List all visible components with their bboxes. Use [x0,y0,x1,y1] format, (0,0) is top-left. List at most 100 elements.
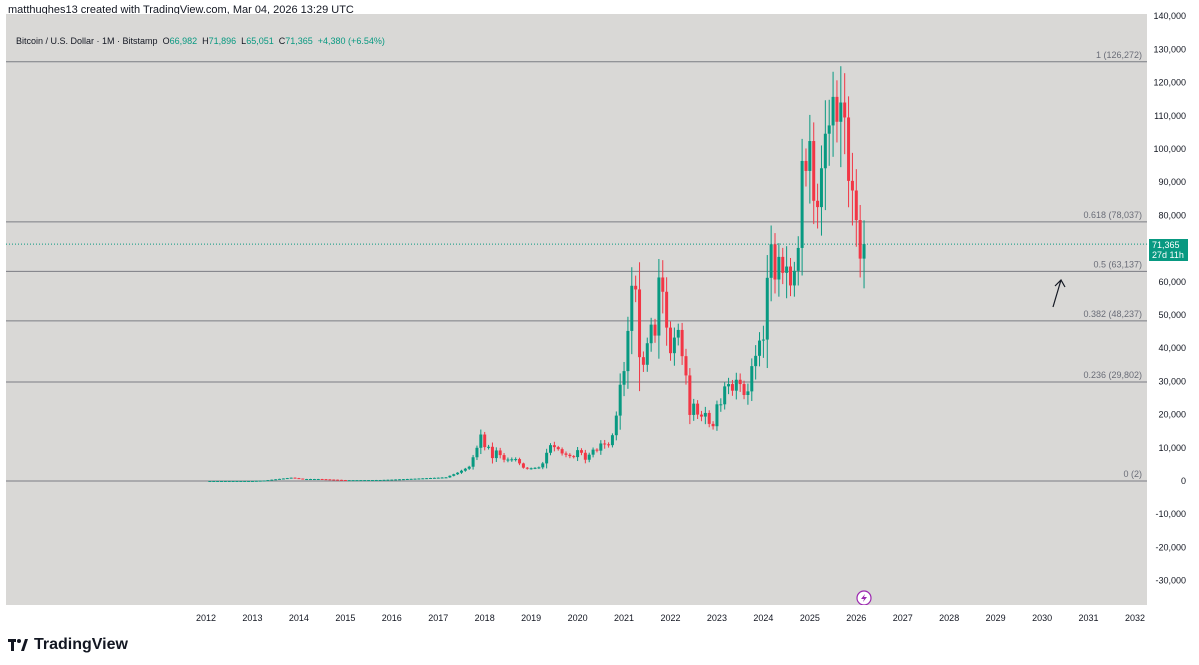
candle[interactable] [266,480,270,482]
candle[interactable] [638,262,642,392]
candle[interactable] [328,479,332,481]
candle[interactable] [301,478,305,480]
candle[interactable] [239,480,243,482]
candle[interactable] [212,480,216,482]
candle[interactable] [425,478,429,480]
candle[interactable] [804,148,808,187]
candle[interactable] [479,429,483,455]
candle[interactable] [510,457,514,462]
candle[interactable] [761,325,765,358]
candle[interactable] [723,382,727,410]
candle[interactable] [378,479,382,482]
candle[interactable] [336,479,340,481]
candle[interactable] [819,145,823,236]
candle[interactable] [367,480,371,482]
candle[interactable] [858,204,862,278]
candle[interactable] [436,477,440,479]
candle[interactable] [750,358,754,402]
candle[interactable] [572,455,576,459]
candle[interactable] [347,480,351,482]
candle[interactable] [274,479,278,481]
candle[interactable] [448,475,452,478]
candle[interactable] [850,152,854,226]
candle[interactable] [758,332,762,367]
candle[interactable] [452,473,456,477]
candle[interactable] [603,439,607,449]
candle[interactable] [521,462,525,469]
candle[interactable] [444,477,448,479]
candle[interactable] [730,379,734,396]
candle[interactable] [672,327,676,366]
candle[interactable] [518,457,522,466]
candle[interactable] [413,478,417,480]
candle[interactable] [564,451,568,458]
candlestick-chart[interactable]: 1 (126,272) 0.618 (78,037) 0.5 (63,137) 0.3… [6,14,1147,605]
candle[interactable] [618,373,622,430]
candle[interactable] [429,477,433,480]
candle[interactable] [560,447,564,456]
candle[interactable] [405,478,409,480]
candle[interactable] [305,478,309,481]
candle[interactable] [432,477,436,479]
candle[interactable] [599,440,603,455]
candle[interactable] [208,480,212,482]
candle[interactable] [285,477,289,480]
candle[interactable] [665,277,669,346]
candle[interactable] [719,398,723,412]
candle[interactable] [765,255,769,369]
candle[interactable] [862,220,866,289]
candle[interactable] [734,372,738,400]
candle[interactable] [692,398,696,421]
candle[interactable] [339,479,343,481]
candle[interactable] [370,479,374,482]
candle[interactable] [545,448,549,469]
candle[interactable] [827,99,831,166]
candle[interactable] [533,467,537,470]
candle[interactable] [243,480,247,482]
candle[interactable] [332,479,336,481]
candle[interactable] [676,323,680,346]
candle[interactable] [715,400,719,431]
candle[interactable] [219,480,223,482]
candle[interactable] [390,479,394,481]
candle[interactable] [792,261,796,297]
candle[interactable] [769,225,773,302]
candle[interactable] [471,454,475,470]
candle[interactable] [475,445,479,461]
candle[interactable] [494,447,498,462]
candle[interactable] [707,410,711,428]
candle[interactable] [293,477,297,479]
candle[interactable] [669,321,672,361]
candle[interactable] [320,478,324,481]
candle[interactable] [576,446,580,462]
candle[interactable] [417,478,421,480]
candle[interactable] [514,457,518,462]
candle[interactable] [556,445,560,451]
candle[interactable] [696,400,700,420]
candle[interactable] [359,480,363,482]
candle[interactable] [467,465,471,470]
candle[interactable] [649,317,653,352]
candle[interactable] [250,480,254,482]
candle[interactable] [262,480,266,482]
candle[interactable] [614,411,618,441]
candle[interactable] [421,478,425,480]
candle[interactable] [216,480,220,482]
candle[interactable] [812,122,816,225]
candle[interactable] [587,452,591,463]
candle[interactable] [835,80,839,143]
candle[interactable] [247,480,251,482]
candle[interactable] [823,100,827,211]
candle[interactable] [463,467,467,472]
candle[interactable] [641,351,645,372]
candle[interactable] [800,138,804,276]
candle[interactable] [235,480,239,482]
candle[interactable] [351,480,355,482]
candle[interactable] [394,479,398,481]
candle[interactable] [839,66,843,168]
candle[interactable] [754,345,758,380]
candle[interactable] [459,469,463,474]
candle[interactable] [579,448,583,456]
candle[interactable] [746,383,750,405]
candle[interactable] [312,478,316,481]
